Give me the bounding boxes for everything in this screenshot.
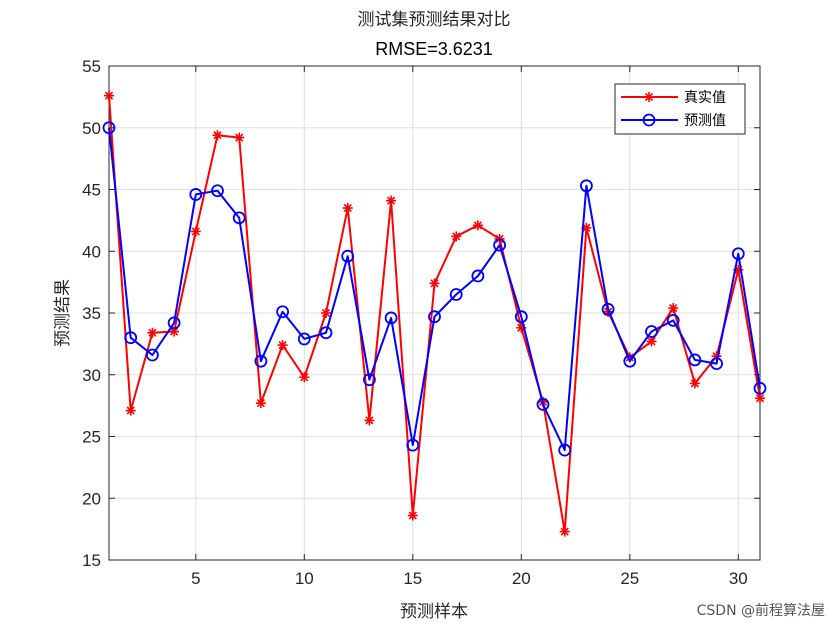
x-tick-label: 20 (512, 569, 531, 588)
data-point-actual (255, 398, 266, 409)
data-point-predicted (406, 438, 420, 452)
data-point-predicted (102, 121, 116, 135)
data-point-actual (451, 231, 462, 242)
data-point-actual (299, 372, 310, 383)
legend-asterisk (644, 92, 654, 102)
data-point-predicted (211, 184, 224, 198)
data-point-predicted (189, 188, 203, 201)
y-tick-label: 30 (82, 366, 101, 385)
data-point-actual (646, 336, 657, 347)
data-point-predicted (645, 325, 658, 338)
data-point-actual (668, 303, 679, 314)
data-point-actual (429, 278, 440, 289)
data-point-actual (321, 308, 331, 318)
data-point-predicted (167, 316, 181, 330)
x-axis-label: 预测样本 (400, 602, 468, 622)
data-point-actual (364, 415, 375, 426)
x-tick-label: 10 (295, 569, 314, 588)
data-point-actual (689, 378, 700, 389)
data-point-actual (125, 405, 136, 416)
data-point-predicted (601, 302, 615, 316)
y-tick-label: 55 (82, 57, 101, 76)
legend-label-actual: 真实值 (684, 90, 726, 106)
data-point-predicted (710, 357, 723, 371)
series-line-predicted (108, 127, 761, 452)
data-point-predicted (232, 211, 246, 225)
y-axis-label: 预测结果 (53, 279, 73, 347)
series-layer (102, 90, 767, 537)
data-point-predicted (254, 354, 268, 368)
x-tick-label: 25 (620, 569, 639, 588)
data-point-predicted (471, 269, 485, 283)
data-point-predicted (536, 397, 550, 411)
y-tick-label: 20 (82, 489, 101, 508)
x-tick-label: 5 (191, 569, 200, 588)
data-point-predicted (124, 331, 138, 345)
data-point-predicted (276, 305, 290, 319)
legend-marker-predicted (642, 113, 656, 127)
data-point-predicted (688, 353, 702, 367)
data-point-actual (277, 340, 288, 351)
data-point-predicted (297, 332, 311, 346)
data-point-predicted (514, 310, 528, 324)
data-point-predicted (493, 238, 507, 252)
y-tick-label: 40 (82, 242, 101, 261)
y-tick-label: 35 (82, 304, 101, 323)
data-point-actual (104, 90, 114, 101)
chart-title: 测试集预测结果对比 (358, 10, 511, 30)
data-point-predicted (623, 354, 637, 368)
data-point-predicted (428, 310, 441, 324)
chart-subtitle: RMSE=3.6231 (375, 39, 493, 59)
x-tick-label: 15 (403, 569, 422, 588)
y-tick-label: 50 (82, 119, 101, 138)
legend: 真实值 预测值 (614, 83, 746, 135)
watermark: CSDN @前程算法屋 (697, 602, 825, 619)
data-point-actual (190, 226, 201, 237)
y-tick-label: 45 (82, 181, 101, 200)
data-point-predicted (580, 179, 593, 193)
data-point-predicted (319, 326, 333, 340)
data-point-predicted (384, 311, 398, 325)
data-point-actual (234, 132, 245, 143)
data-point-predicted (341, 249, 355, 263)
data-point-actual (407, 510, 418, 521)
data-point-predicted (362, 373, 376, 387)
legend-marker-actual (644, 92, 654, 102)
x-tick-label: 30 (729, 569, 748, 588)
data-point-actual (472, 220, 483, 231)
legend-box (614, 83, 746, 135)
data-point-actual (342, 203, 353, 214)
y-tick-label: 25 (82, 428, 101, 447)
data-point-predicted (666, 314, 680, 327)
data-point-predicted (753, 381, 767, 395)
data-point-actual (755, 393, 765, 404)
data-point-actual (559, 526, 570, 537)
data-point-predicted (449, 288, 463, 301)
data-point-actual (147, 327, 158, 338)
data-point-predicted (145, 348, 159, 362)
data-point-predicted (731, 247, 745, 261)
legend-label-predicted: 预测值 (684, 113, 726, 129)
data-point-actual (212, 130, 223, 141)
data-point-predicted (558, 443, 572, 457)
data-point-actual (386, 195, 397, 206)
y-tick-label: 15 (82, 551, 101, 570)
plot-area-border (108, 65, 761, 561)
